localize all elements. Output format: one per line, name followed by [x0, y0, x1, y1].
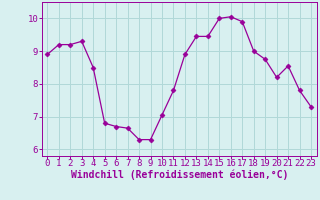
X-axis label: Windchill (Refroidissement éolien,°C): Windchill (Refroidissement éolien,°C)	[70, 170, 288, 180]
